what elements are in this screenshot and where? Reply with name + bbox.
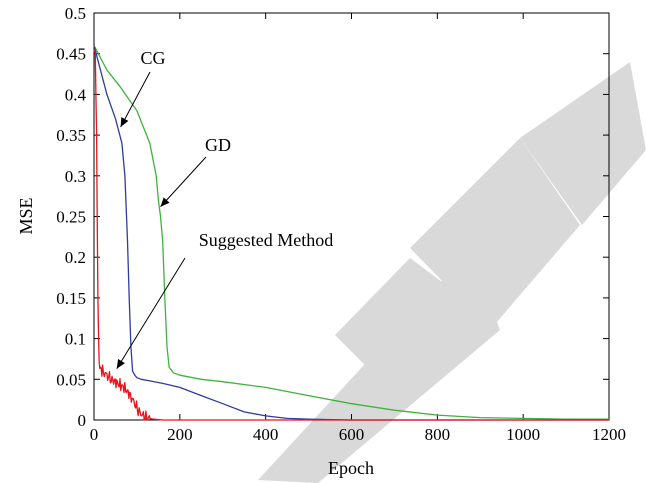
watermark-stroke-2	[335, 258, 446, 368]
y-tick-label: 0.3	[65, 167, 86, 186]
watermark-stroke-1	[258, 250, 500, 483]
series-line-gd	[93, 45, 609, 420]
x-tick-label: 600	[339, 425, 365, 444]
x-tick-label: 1000	[506, 425, 540, 444]
y-tick-label: 0.25	[56, 208, 86, 227]
x-tick-label: 800	[425, 425, 451, 444]
y-tick-label: 0.1	[65, 330, 86, 349]
series-layer	[93, 45, 609, 421]
x-tick-label: 0	[90, 425, 99, 444]
annotation-label: GD	[205, 135, 231, 155]
x-tick-label: 1200	[592, 425, 626, 444]
annotation-arrow-line	[116, 257, 186, 369]
y-tick-label: 0.5	[65, 4, 86, 23]
x-tick-label: 200	[167, 425, 193, 444]
annotation-arrow-head	[160, 197, 170, 207]
series-line-suggested-method	[93, 49, 609, 421]
y-tick-label: 0	[78, 411, 87, 430]
series-line-cg	[93, 45, 609, 421]
y-tick-label: 0.05	[56, 370, 86, 389]
x-tick-label: 400	[253, 425, 279, 444]
y-tick-label: 0.45	[56, 45, 86, 64]
y-tick-label: 0.4	[65, 85, 87, 104]
annotation-layer: CG GD Suggested Method	[116, 48, 334, 369]
x-axis-label: Epoch	[328, 458, 374, 478]
y-tick-label: 0.15	[56, 289, 86, 308]
annotation-arrow-line	[160, 156, 207, 208]
watermark-stroke-3	[410, 138, 580, 330]
annotation-arrow-line	[120, 71, 151, 128]
annotation-arrow-head	[116, 358, 125, 369]
axis-tick-labels: 0 200 400 600 800 1000 1200 0 0.05 0.1 0.15 0.2 0.25…	[56, 4, 626, 444]
annotation-label: Suggested Method	[199, 230, 334, 250]
y-tick-label: 0.35	[56, 126, 86, 145]
annotation-label: CG	[140, 48, 165, 68]
y-axis-label: MSE	[16, 197, 36, 234]
annotation-arrow-head	[120, 117, 129, 127]
retracted-watermark	[258, 62, 646, 483]
y-tick-label: 0.2	[65, 248, 86, 267]
watermark-stroke-4	[520, 62, 646, 225]
